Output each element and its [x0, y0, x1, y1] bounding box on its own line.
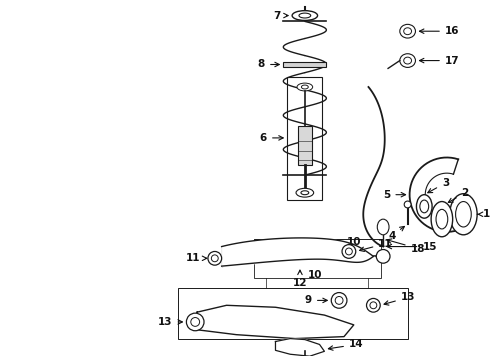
- Ellipse shape: [345, 248, 352, 255]
- Ellipse shape: [450, 194, 477, 235]
- Text: 13: 13: [158, 317, 182, 327]
- Text: 4: 4: [388, 226, 404, 241]
- Ellipse shape: [301, 191, 309, 195]
- Ellipse shape: [296, 188, 314, 197]
- Ellipse shape: [191, 318, 199, 327]
- Text: 9: 9: [305, 296, 327, 305]
- Ellipse shape: [420, 200, 429, 213]
- Ellipse shape: [456, 202, 471, 227]
- Ellipse shape: [377, 219, 389, 235]
- Ellipse shape: [208, 251, 221, 265]
- Polygon shape: [197, 305, 354, 339]
- Polygon shape: [275, 339, 324, 356]
- Text: 18: 18: [387, 239, 425, 253]
- Ellipse shape: [376, 249, 390, 263]
- Text: 5: 5: [383, 190, 406, 200]
- Text: 11: 11: [360, 239, 393, 251]
- Bar: [283, 62, 326, 67]
- Text: 14: 14: [328, 339, 364, 350]
- Text: 8: 8: [258, 59, 279, 69]
- Ellipse shape: [431, 202, 453, 237]
- Ellipse shape: [299, 13, 311, 18]
- Ellipse shape: [436, 210, 448, 229]
- Ellipse shape: [404, 57, 412, 64]
- Text: 12: 12: [293, 270, 307, 288]
- Text: 15: 15: [387, 242, 437, 252]
- Ellipse shape: [335, 297, 343, 304]
- Text: 7: 7: [273, 10, 288, 21]
- Ellipse shape: [404, 201, 411, 208]
- Ellipse shape: [297, 83, 313, 91]
- Text: 10: 10: [346, 237, 361, 247]
- Text: 1: 1: [477, 209, 490, 219]
- Ellipse shape: [292, 11, 318, 21]
- Text: 6: 6: [260, 133, 283, 143]
- Ellipse shape: [331, 293, 347, 308]
- Ellipse shape: [400, 24, 416, 38]
- Text: 11: 11: [185, 253, 207, 263]
- Bar: [298, 126, 312, 165]
- Text: 10: 10: [307, 270, 322, 280]
- Text: 2: 2: [448, 188, 469, 202]
- Ellipse shape: [370, 302, 377, 309]
- Text: 17: 17: [419, 55, 460, 66]
- Ellipse shape: [211, 255, 218, 262]
- Text: 13: 13: [384, 292, 416, 305]
- Bar: [287, 77, 322, 199]
- Bar: [254, 239, 381, 278]
- Ellipse shape: [404, 28, 412, 35]
- Ellipse shape: [342, 244, 356, 258]
- Text: 16: 16: [419, 26, 459, 36]
- Ellipse shape: [186, 313, 204, 331]
- Ellipse shape: [301, 85, 308, 89]
- Bar: [177, 288, 408, 339]
- Ellipse shape: [367, 298, 380, 312]
- Text: 3: 3: [428, 178, 449, 193]
- Ellipse shape: [416, 195, 432, 218]
- Ellipse shape: [400, 54, 416, 67]
